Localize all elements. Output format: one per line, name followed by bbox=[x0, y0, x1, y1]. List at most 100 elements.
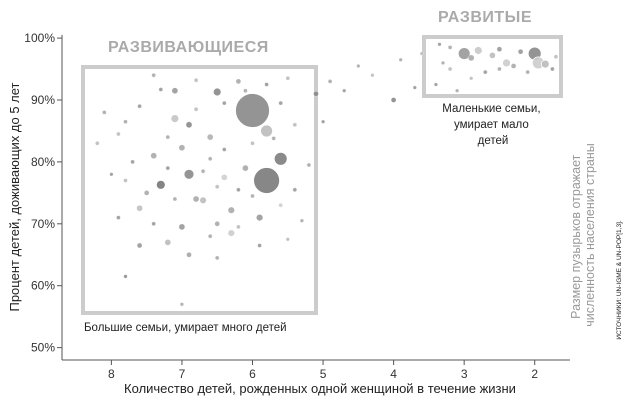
developing-note: Большие семьи, умирает много детей bbox=[84, 322, 287, 334]
data-point bbox=[489, 52, 496, 59]
data-point bbox=[356, 64, 361, 68]
data-point bbox=[235, 93, 270, 128]
data-point bbox=[150, 152, 157, 159]
data-point bbox=[370, 73, 375, 78]
y-tick-label: 60% bbox=[31, 279, 55, 293]
x-tick-label: 5 bbox=[320, 367, 327, 381]
data-point bbox=[398, 57, 403, 62]
data-point bbox=[136, 205, 143, 212]
data-point bbox=[222, 100, 227, 106]
data-point bbox=[123, 119, 128, 124]
data-point bbox=[550, 66, 555, 72]
data-point bbox=[483, 69, 488, 75]
y-tick-label: 100% bbox=[24, 31, 55, 45]
data-point bbox=[285, 237, 290, 242]
data-point bbox=[447, 45, 453, 50]
x-tick-label: 8 bbox=[108, 367, 115, 381]
data-point bbox=[215, 184, 220, 189]
data-point bbox=[170, 114, 180, 123]
data-point bbox=[292, 187, 297, 192]
data-point bbox=[144, 190, 150, 196]
data-point bbox=[212, 87, 222, 97]
data-point bbox=[285, 76, 290, 81]
y-tick-label: 90% bbox=[31, 93, 55, 107]
data-point bbox=[95, 141, 100, 146]
data-point bbox=[193, 78, 199, 83]
data-point bbox=[235, 78, 242, 85]
data-point bbox=[242, 164, 249, 172]
data-point bbox=[214, 221, 220, 227]
y-axis-title: Процент детей, доживающих до 5 лет bbox=[7, 82, 22, 311]
developed-region-box bbox=[422, 35, 563, 98]
data-point bbox=[250, 193, 255, 199]
data-point bbox=[236, 224, 241, 230]
data-point bbox=[172, 196, 178, 202]
data-point bbox=[183, 168, 195, 180]
data-point bbox=[151, 221, 156, 226]
data-point bbox=[123, 274, 128, 279]
data-point bbox=[255, 213, 264, 222]
data-point bbox=[227, 229, 236, 238]
data-point bbox=[123, 178, 128, 183]
data-point bbox=[517, 49, 524, 55]
data-point bbox=[441, 60, 445, 65]
developed-note-line-1: Маленькие семьи, bbox=[442, 103, 540, 115]
bubble-size-note-line-2: численность населения страны bbox=[583, 143, 597, 327]
data-point bbox=[130, 159, 135, 165]
data-point bbox=[253, 167, 281, 194]
x-axis-title: Количество детей, рожденных одной женщин… bbox=[124, 381, 516, 396]
x-tick-label: 6 bbox=[249, 367, 256, 381]
data-point bbox=[390, 97, 397, 103]
data-point bbox=[200, 169, 206, 174]
data-point bbox=[264, 82, 269, 87]
bubble-size-note-line-1: Размер пузырьков отражает bbox=[569, 154, 583, 318]
data-point bbox=[151, 73, 156, 78]
y-tick-label: 70% bbox=[31, 217, 55, 231]
data-point bbox=[437, 42, 442, 47]
data-point bbox=[207, 133, 214, 141]
developed-note-line-3: детей bbox=[478, 135, 509, 147]
data-point bbox=[497, 66, 502, 72]
data-point bbox=[102, 110, 107, 115]
data-point bbox=[236, 187, 241, 192]
x-tick-label: 2 bbox=[531, 367, 538, 381]
y-ticks: 50% 60% 70% 80% 90% 100% bbox=[24, 31, 62, 355]
data-point bbox=[179, 302, 184, 307]
data-point bbox=[510, 63, 517, 69]
data-point bbox=[158, 87, 163, 92]
data-point bbox=[412, 85, 417, 90]
data-point bbox=[496, 46, 503, 52]
data-point bbox=[540, 59, 550, 69]
data-point bbox=[221, 174, 228, 181]
data-point bbox=[473, 46, 483, 55]
y-tick-label: 50% bbox=[31, 341, 55, 355]
y-tick-label: 80% bbox=[31, 155, 55, 169]
data-point bbox=[192, 195, 200, 203]
data-point bbox=[257, 243, 262, 248]
data-point bbox=[278, 100, 283, 106]
data-point bbox=[243, 88, 248, 93]
data-point bbox=[468, 54, 475, 62]
data-point bbox=[186, 252, 192, 258]
x-tick-label: 4 bbox=[390, 367, 397, 381]
data-point bbox=[178, 223, 186, 231]
data-point bbox=[109, 172, 114, 177]
data-point bbox=[306, 162, 312, 168]
data-point bbox=[419, 51, 424, 56]
data-point bbox=[292, 122, 297, 127]
data-point bbox=[250, 141, 255, 146]
data-points bbox=[95, 42, 559, 307]
data-point bbox=[299, 218, 304, 223]
developed-note-line-2: умирает мало bbox=[454, 119, 529, 131]
data-point bbox=[433, 82, 438, 87]
data-point bbox=[136, 242, 143, 249]
data-point bbox=[469, 76, 474, 81]
data-point bbox=[327, 79, 333, 84]
data-point bbox=[208, 234, 213, 239]
developing-region-box bbox=[81, 65, 318, 315]
data-point bbox=[455, 88, 460, 93]
data-point bbox=[260, 124, 274, 138]
data-point bbox=[273, 151, 288, 166]
data-point bbox=[278, 203, 283, 208]
